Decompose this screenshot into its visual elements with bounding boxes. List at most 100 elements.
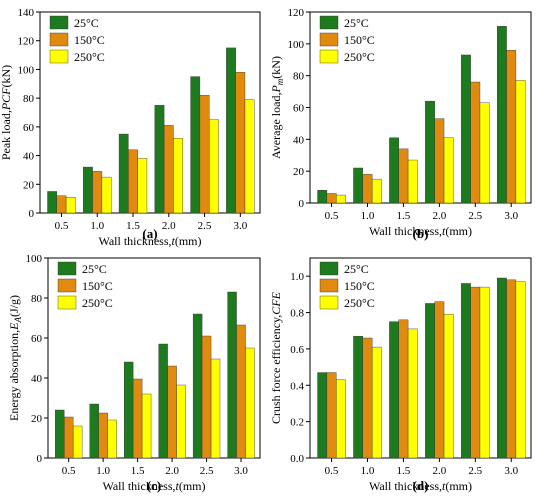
y-tick-label: 0.2: [290, 417, 304, 429]
y-axis-label: Crush force efficiency,CFE: [269, 291, 283, 424]
bar-1.5-series-3: [141, 393, 152, 459]
x-tick-label: 1.5: [397, 210, 411, 222]
bar-3.0-series-1: [227, 291, 237, 459]
bar-3.0-series-1: [497, 26, 507, 204]
panel-label: (a): [142, 226, 157, 241]
legend-label-3: 250°C: [344, 50, 375, 64]
bar-2.0-series-1: [425, 303, 435, 459]
bar-1.5-series-2: [128, 149, 138, 214]
bar-1.5-series-2: [398, 319, 409, 459]
x-tick-label: 3.0: [234, 465, 248, 477]
legend-swatch-3: [319, 295, 339, 310]
x-axis-label: Wall thickness,t(mm): [98, 234, 201, 248]
legend-swatch-2: [57, 278, 77, 293]
plot-frame: [309, 257, 532, 459]
y-tick-label: 0.4: [290, 380, 304, 392]
legend-swatch-1: [319, 261, 339, 276]
bar-2.5-series-3: [210, 358, 221, 459]
x-tick-label: 0.5: [62, 465, 76, 477]
bar-2.0-series-1: [425, 100, 435, 204]
bar-0.5-series-3: [336, 379, 346, 459]
bar-2.0-series-3: [443, 137, 454, 204]
bar-2.5-series-1: [190, 76, 201, 214]
bar-2.5-series-2: [199, 95, 210, 214]
legend-swatch-1: [49, 15, 69, 30]
y-tick-label: 20: [23, 179, 35, 191]
bar-3.0-series-2: [506, 279, 517, 459]
bar-1.5-series-1: [118, 133, 129, 214]
legend-swatch-3: [57, 295, 77, 310]
bar-0.5-series-2: [326, 193, 337, 204]
panel-label: (d): [413, 478, 429, 493]
bar-1.0-series-2: [362, 337, 373, 459]
chart-panel-2: 0.5 1.0 1.5 2.0 2.5 3.0 0 20 40 60 80 100 120 Wall th…: [269, 7, 532, 241]
x-tick-label: 2.5: [468, 465, 482, 477]
y-tick-label: 40: [293, 134, 305, 146]
y-tick-label: 1.0: [290, 271, 304, 283]
y-tick-label: 100: [26, 253, 43, 265]
bar-3.0-series-3: [245, 347, 255, 459]
bar-2.5-series-1: [461, 54, 471, 204]
y-tick-label: 20: [293, 166, 305, 178]
bar-2.5-series-1: [461, 283, 471, 459]
legend-swatch-2: [49, 32, 69, 47]
legend-label-2: 150°C: [74, 33, 105, 47]
x-tick-label: 1.0: [96, 465, 110, 477]
x-tick-label: 1.5: [126, 220, 140, 232]
bar-2.5-series-2: [470, 81, 481, 204]
bar-3.0-series-3: [244, 99, 255, 214]
chart-panel-4: 0.5 1.0 1.5 2.0 2.5 3.0 0.0 0.2 0.4 0.6 0.8 1.0 Wall…: [269, 257, 532, 493]
bar-2.0-series-1: [158, 343, 168, 459]
legend-swatch-1: [319, 15, 339, 30]
legend-swatch-3: [49, 49, 69, 64]
legend-label-3: 250°C: [82, 296, 113, 310]
y-tick-label: 100: [288, 39, 305, 51]
y-tick-label: 0.0: [290, 453, 304, 465]
bar-1.5-series-1: [389, 321, 399, 459]
y-tick-label: 60: [293, 103, 305, 115]
x-tick-label: 0.5: [55, 220, 69, 232]
bar-0.5-series-2: [326, 372, 337, 459]
bar-2.0-series-3: [443, 314, 454, 459]
y-tick-label: 60: [31, 333, 43, 345]
bar-2.0-series-2: [163, 125, 174, 214]
legend-label-3: 250°C: [344, 296, 375, 310]
legend-swatch-2: [319, 32, 339, 47]
legend-label-2: 150°C: [82, 279, 113, 293]
bar-0.5-series-2: [56, 195, 67, 214]
plot-frame: [47, 257, 261, 459]
panel-label: (c): [147, 478, 161, 493]
bar-2.5-series-2: [201, 335, 212, 459]
bar-2.0-series-1: [154, 105, 165, 214]
bar-0.5-series-1: [55, 409, 65, 459]
x-tick-label: 2.5: [200, 465, 214, 477]
x-axis-label: Wall thickness,t(mm): [102, 479, 205, 493]
bar-1.0-series-2: [92, 171, 103, 214]
bar-2.0-series-2: [167, 365, 177, 459]
legend-swatch-2: [319, 278, 339, 293]
bar-3.0-series-2: [235, 72, 246, 214]
bar-1.5-series-2: [132, 378, 143, 459]
bar-3.0-series-2: [506, 50, 517, 204]
bar-3.0-series-1: [226, 47, 236, 214]
bar-1.0-series-1: [353, 335, 364, 459]
bar-2.5-series-1: [192, 313, 203, 459]
bar-0.5-series-1: [317, 372, 328, 459]
bar-2.5-series-3: [208, 119, 219, 214]
x-tick-label: 2.5: [468, 210, 482, 222]
y-tick-label: 0: [37, 453, 43, 465]
bar-2.5-series-3: [479, 286, 490, 459]
legend-label-2: 150°C: [344, 279, 375, 293]
y-tick-label: 80: [23, 93, 35, 105]
legend-swatch-3: [319, 49, 339, 64]
bar-3.0-series-3: [515, 281, 526, 459]
legend-label-1: 25°C: [82, 262, 107, 276]
bar-1.0-series-3: [101, 176, 112, 214]
bar-2.0-series-2: [434, 301, 445, 459]
y-tick-label: 40: [23, 151, 35, 163]
chart-panel-1: 0.5 1.0 1.5 2.0 2.5 3.0 0 20 40 60 80 100 120 140 Wall…: [0, 7, 261, 248]
bar-1.5-series-3: [137, 158, 148, 214]
y-tick-label: 120: [288, 7, 305, 19]
y-axis-label: Energy absorption,EA(J/g): [7, 295, 23, 421]
